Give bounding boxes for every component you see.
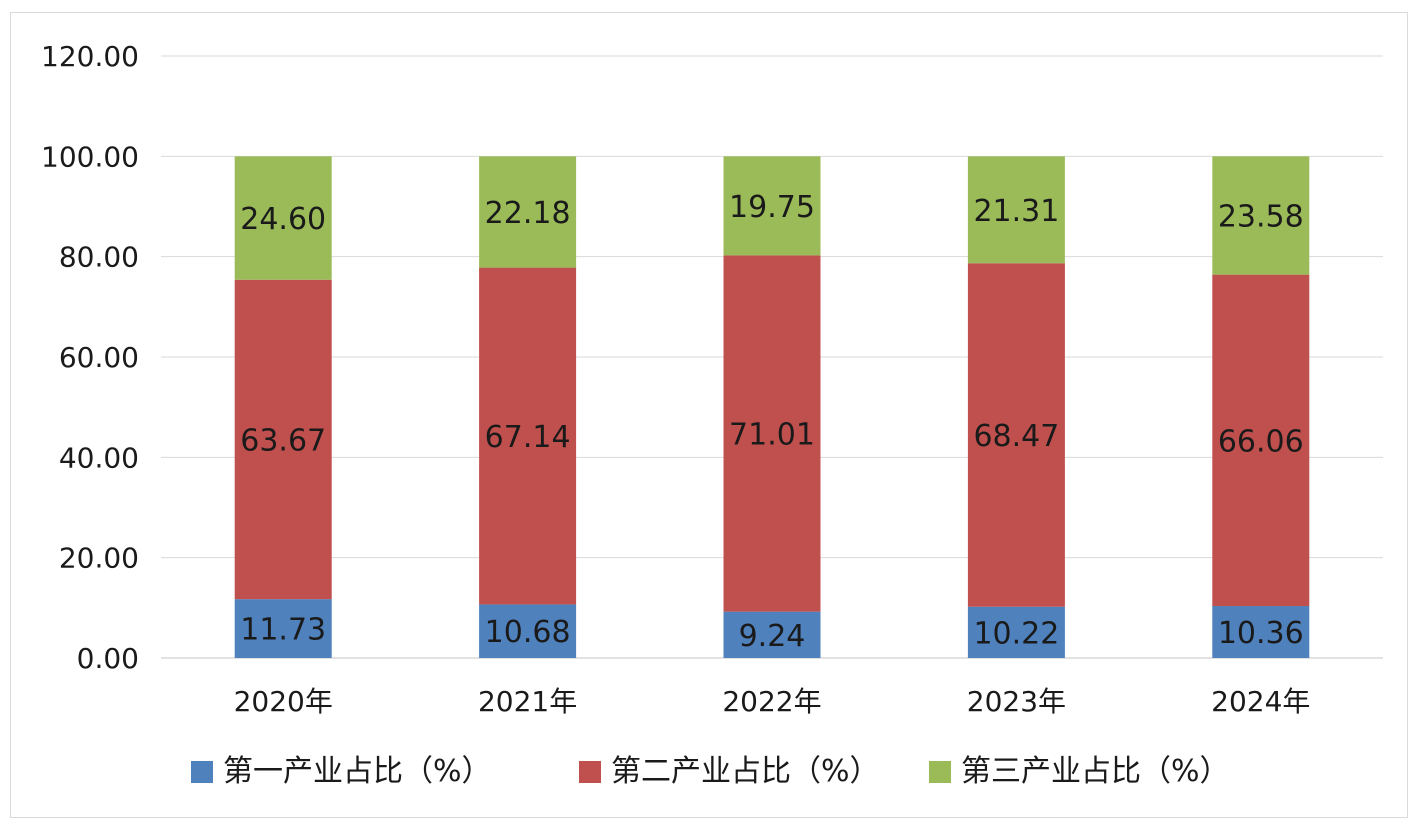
legend-swatch bbox=[579, 761, 601, 783]
bar-segment bbox=[967, 263, 1065, 607]
legend-label: 第二产业占比（%） bbox=[611, 754, 880, 789]
x-tick-label: 2023年 bbox=[967, 685, 1066, 718]
x-axis-ticks: 2020年 2021年 2022年 2023年 2024年 bbox=[234, 685, 1311, 718]
bar-segment bbox=[479, 267, 577, 605]
data-label: 21.31 bbox=[973, 194, 1059, 229]
data-label: 10.68 bbox=[485, 615, 571, 650]
data-labels: 11.73 63.67 24.60 10.68 67.14 22.18 9.24 71.01 1… bbox=[240, 190, 1303, 654]
bars bbox=[234, 156, 1310, 658]
bar-segment bbox=[234, 599, 332, 658]
legend: 第一产业占比（%） 第二产业占比（%） 第三产业占比（%） bbox=[191, 754, 1230, 789]
data-label: 68.47 bbox=[973, 419, 1059, 454]
x-tick-label: 2022年 bbox=[722, 685, 821, 718]
y-tick-label: 120.00 bbox=[41, 40, 139, 73]
y-tick-label: 60.00 bbox=[59, 341, 139, 374]
chart-frame: 0.00 20.00 40.00 60.00 80.00 100.00 120.00 11.… bbox=[10, 12, 1408, 818]
x-tick-label: 2024年 bbox=[1211, 685, 1310, 718]
bar-segment bbox=[967, 606, 1065, 658]
x-tick-label: 2021年 bbox=[478, 685, 577, 718]
bar-segment bbox=[479, 156, 577, 268]
data-label: 66.06 bbox=[1218, 424, 1304, 459]
y-tick-label: 80.00 bbox=[59, 241, 139, 274]
data-label: 71.01 bbox=[729, 418, 815, 453]
y-tick-label: 100.00 bbox=[41, 140, 139, 173]
bar-segment bbox=[234, 279, 332, 600]
bar-segment bbox=[479, 604, 577, 658]
bar-segment bbox=[234, 156, 332, 280]
bar-segment bbox=[723, 156, 821, 256]
bar-segment bbox=[1212, 156, 1310, 275]
data-label: 24.60 bbox=[240, 202, 326, 237]
data-label: 10.36 bbox=[1218, 616, 1304, 651]
legend-swatch bbox=[191, 761, 213, 783]
data-label: 23.58 bbox=[1218, 199, 1304, 234]
bar-segment bbox=[967, 156, 1065, 264]
y-tick-label: 0.00 bbox=[77, 642, 139, 675]
bar-segment bbox=[723, 255, 821, 612]
stacked-bar-chart: 0.00 20.00 40.00 60.00 80.00 100.00 120.00 11.… bbox=[41, 40, 1383, 789]
data-label: 22.18 bbox=[485, 196, 571, 231]
bar-segment bbox=[1212, 606, 1310, 658]
data-label: 63.67 bbox=[240, 423, 326, 458]
y-axis-ticks: 0.00 20.00 40.00 60.00 80.00 100.00 120.00 bbox=[41, 40, 139, 675]
data-label: 67.14 bbox=[485, 420, 571, 455]
legend-label: 第三产业占比（%） bbox=[961, 754, 1230, 789]
data-label: 10.22 bbox=[973, 616, 1059, 651]
bar-segment bbox=[1212, 274, 1310, 607]
data-label: 9.24 bbox=[739, 619, 806, 654]
y-tick-label: 20.00 bbox=[59, 542, 139, 575]
legend-label: 第一产业占比（%） bbox=[223, 754, 492, 789]
legend-swatch bbox=[929, 761, 951, 783]
bar-segment bbox=[723, 611, 821, 658]
x-tick-label: 2020年 bbox=[234, 685, 333, 718]
data-label: 11.73 bbox=[240, 613, 326, 648]
data-label: 19.75 bbox=[729, 190, 815, 225]
y-tick-label: 40.00 bbox=[59, 441, 139, 474]
